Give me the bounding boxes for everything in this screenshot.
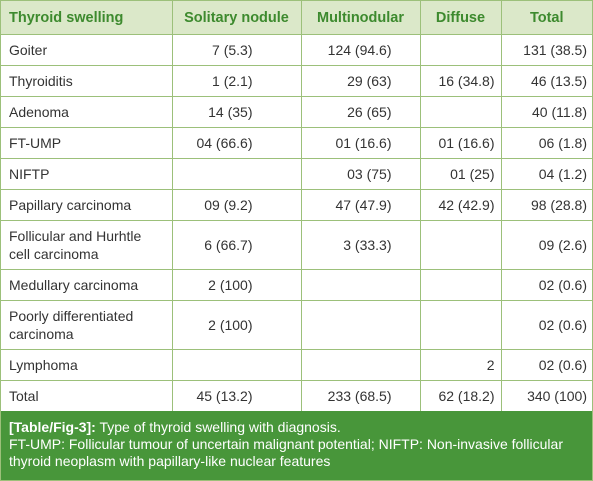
- table-row: Medullary carcinoma 2 (100) 02 (0.6): [1, 269, 592, 301]
- header-cell: Total: [500, 1, 592, 35]
- cell: [300, 349, 420, 381]
- cell: 46 (13.5): [500, 65, 592, 97]
- cell: 09 (2.6): [500, 220, 592, 270]
- cell: 47 (47.9): [300, 189, 420, 221]
- table-row: Papillary carcinoma 09 (9.2) 47 (47.9) 42 (…: [1, 189, 592, 221]
- cell: 04 (66.6): [171, 127, 301, 159]
- row-label: Follicular and Hurhtle cell carcinoma: [1, 220, 172, 270]
- row-label: Poorly differentiated carcinoma: [1, 300, 172, 350]
- cell: [300, 300, 420, 350]
- cell: 124 (94.6): [300, 34, 420, 66]
- cell: 3 (33.3): [300, 220, 420, 270]
- cell: 26 (65): [300, 96, 420, 128]
- caption-note: FT-UMP: Follicular tumour of uncertain m…: [9, 436, 563, 469]
- cell: 6 (66.7): [171, 220, 301, 270]
- table-row: Lymphoma 2 02 (0.6): [1, 349, 592, 381]
- cell: 233 (68.5): [300, 380, 420, 411]
- table-row: Goiter 7 (5.3) 124 (94.6) 131 (38.5): [1, 34, 592, 66]
- cell: [419, 300, 501, 350]
- header-cell: Diffuse: [419, 1, 501, 35]
- header-cell: Solitary nodule: [171, 1, 301, 35]
- cell: [171, 349, 301, 381]
- cell: 2 (100): [171, 300, 301, 350]
- cell: 04 (1.2): [500, 158, 592, 190]
- table-row: Adenoma 14 (35) 26 (65) 40 (11.8): [1, 96, 592, 128]
- table-body: Goiter 7 (5.3) 124 (94.6) 131 (38.5) Thyroid…: [1, 34, 592, 411]
- cell: [419, 269, 501, 301]
- caption-label: [Table/Fig-3]:: [9, 419, 96, 435]
- caption-title: Type of thyroid swelling with diagnosis.: [99, 419, 341, 435]
- cell: 29 (63): [300, 65, 420, 97]
- cell: 42 (42.9): [419, 189, 501, 221]
- table-row: NIFTP 03 (75) 01 (25) 04 (1.2): [1, 158, 592, 190]
- cell: 45 (13.2): [171, 380, 301, 411]
- cell: [419, 34, 501, 66]
- cell: 340 (100): [500, 380, 592, 411]
- table-row: Poorly differentiated carcinoma 2 (100) 02…: [1, 300, 592, 350]
- row-label: Thyroiditis: [1, 65, 172, 97]
- table-row: Total 45 (13.2) 233 (68.5) 62 (18.2) 340 (10…: [1, 380, 592, 411]
- cell: 7 (5.3): [171, 34, 301, 66]
- row-label: Adenoma: [1, 96, 172, 128]
- cell: [300, 269, 420, 301]
- cell: 02 (0.6): [500, 349, 592, 381]
- cell: 16 (34.8): [419, 65, 501, 97]
- row-label: Goiter: [1, 34, 172, 66]
- data-table: Thyroid swelling Solitary nodule Multinodu…: [1, 1, 592, 411]
- cell: 02 (0.6): [500, 269, 592, 301]
- cell: 98 (28.8): [500, 189, 592, 221]
- cell: 40 (11.8): [500, 96, 592, 128]
- cell: [419, 96, 501, 128]
- header-cell: Thyroid swelling: [1, 1, 172, 35]
- row-label: Total: [1, 380, 172, 411]
- cell: [171, 158, 301, 190]
- cell: 62 (18.2): [419, 380, 501, 411]
- cell: 131 (38.5): [500, 34, 592, 66]
- cell: 09 (9.2): [171, 189, 301, 221]
- cell: 01 (16.6): [419, 127, 501, 159]
- row-label: Lymphoma: [1, 349, 172, 381]
- cell: 2 (100): [171, 269, 301, 301]
- header-cell: Multinodular: [300, 1, 420, 35]
- table-row: Follicular and Hurhtle cell carcinoma 6 (…: [1, 220, 592, 270]
- table-row: Thyroiditis 1 (2.1) 29 (63) 16 (34.8) 46 (13…: [1, 65, 592, 97]
- cell: 14 (35): [171, 96, 301, 128]
- cell: 2: [419, 349, 501, 381]
- table-row: FT-UMP 04 (66.6) 01 (16.6) 01 (16.6) 06 (1.8…: [1, 127, 592, 159]
- cell: 03 (75): [300, 158, 420, 190]
- cell: 02 (0.6): [500, 300, 592, 350]
- cell: 01 (16.6): [300, 127, 420, 159]
- cell: [419, 220, 501, 270]
- caption: [Table/Fig-3]: Type of thyroid swelling …: [1, 411, 592, 480]
- row-label: FT-UMP: [1, 127, 172, 159]
- cell: 1 (2.1): [171, 65, 301, 97]
- row-label: Medullary carcinoma: [1, 269, 172, 301]
- cell: 06 (1.8): [500, 127, 592, 159]
- row-label: NIFTP: [1, 158, 172, 190]
- header-row: Thyroid swelling Solitary nodule Multinodu…: [1, 1, 592, 35]
- row-label: Papillary carcinoma: [1, 189, 172, 221]
- cell: 01 (25): [419, 158, 501, 190]
